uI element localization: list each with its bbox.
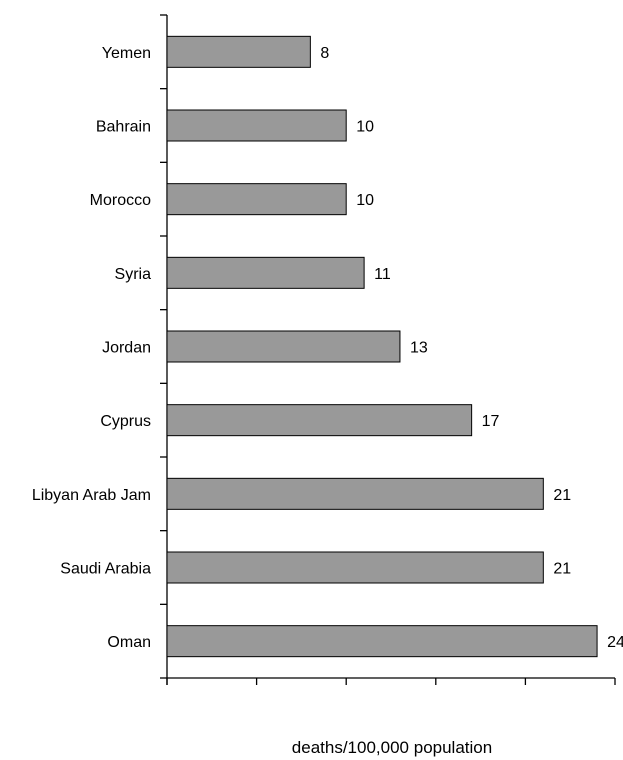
data-label: 10: [356, 192, 374, 209]
category-label: Oman: [107, 634, 151, 651]
data-label: 21: [553, 561, 571, 578]
category-label: Syria: [115, 266, 152, 283]
data-label: 8: [320, 45, 329, 62]
bar: [166, 551, 544, 584]
category-label: Saudi Arabia: [60, 561, 151, 578]
x-axis-title: deaths/100,000 population: [292, 738, 492, 757]
category-label: Bahrain: [96, 119, 151, 136]
data-label: 10: [356, 119, 374, 136]
chart-labels: Yemen 8 Bahrain 10 Morocco 10 Syria 11 Jordan 13 C…: [32, 45, 623, 651]
bar: [166, 477, 544, 510]
bar: [166, 404, 473, 437]
bar: [166, 109, 347, 142]
data-label: 13: [410, 340, 428, 357]
bar: [166, 330, 401, 363]
data-label: 24: [607, 634, 623, 651]
chart-bars: [166, 35, 598, 658]
bar: [166, 256, 365, 289]
category-label: Libyan Arab Jam: [32, 487, 151, 504]
data-label: 21: [553, 487, 571, 504]
bar: [166, 625, 598, 658]
bar: [166, 35, 311, 68]
data-label: 17: [482, 413, 500, 430]
category-label: Jordan: [102, 340, 151, 357]
category-label: Cyprus: [100, 413, 151, 430]
bar: [166, 183, 347, 216]
category-label: Yemen: [102, 45, 151, 62]
category-label: Morocco: [90, 192, 151, 209]
data-label: 11: [374, 266, 391, 283]
